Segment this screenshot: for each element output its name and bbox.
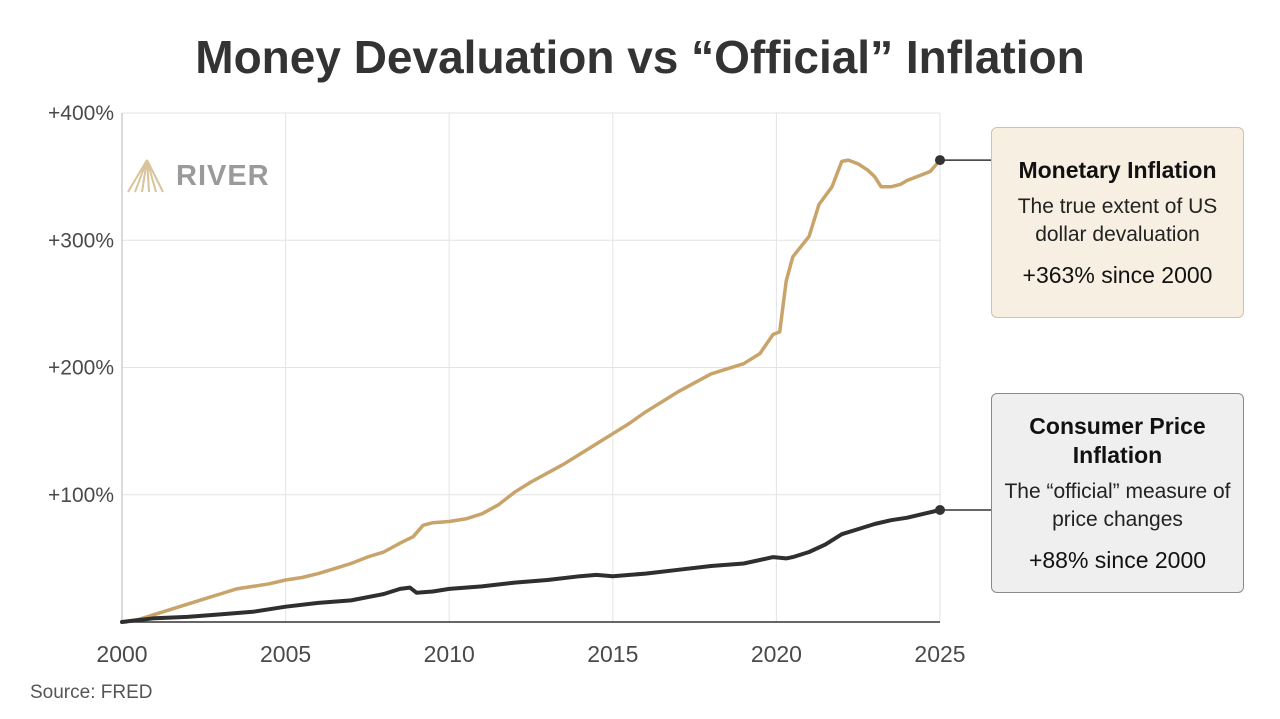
source-note: Source: FRED <box>30 682 153 703</box>
y-tick-label: +200% <box>48 357 114 380</box>
chart-title: Money Devaluation vs “Official” Inflatio… <box>195 31 1085 83</box>
series <box>120 158 942 624</box>
callout-cpi-stat: +88% since 2000 <box>1028 547 1207 573</box>
y-tick-label: +300% <box>48 229 114 252</box>
x-tick-label: 2020 <box>751 641 802 667</box>
y-tick-label: +400% <box>48 102 114 125</box>
leaders <box>935 155 991 516</box>
river-logo: RIVER <box>126 158 270 194</box>
y-tick-label: +100% <box>48 484 114 507</box>
end-marker-monetary <box>935 155 945 166</box>
callout-monetary: Monetary Inflation The true extent of US… <box>991 127 1244 318</box>
callout-monetary-title: Monetary Inflation <box>1018 157 1217 183</box>
x-tick-label: 2000 <box>96 641 147 667</box>
logo-text: RIVER <box>176 159 270 192</box>
callout-cpi-title: Consumer Price Inflation <box>1029 413 1206 468</box>
series-line-cpi <box>120 508 942 624</box>
series-line-monetary <box>120 158 942 624</box>
axes: 2000 2005 2010 2015 2020 2025 +100% +200% +300% +… <box>48 102 966 667</box>
end-marker-cpi <box>935 505 945 516</box>
callout-cpi-description: The “official” measure of price changes <box>1004 480 1231 531</box>
x-tick-label: 2005 <box>260 641 311 667</box>
river-mountain-icon <box>127 159 164 193</box>
grid <box>122 112 941 622</box>
x-tick-label: 2025 <box>914 641 965 667</box>
x-tick-label: 2010 <box>424 641 475 667</box>
callout-monetary-stat: +363% since 2000 <box>1022 262 1213 288</box>
callout-cpi: Consumer Price Inflation The “official” … <box>991 393 1244 593</box>
callout-monetary-description: The true extent of US dollar devaluation <box>1017 195 1218 246</box>
x-tick-label: 2015 <box>587 641 638 667</box>
